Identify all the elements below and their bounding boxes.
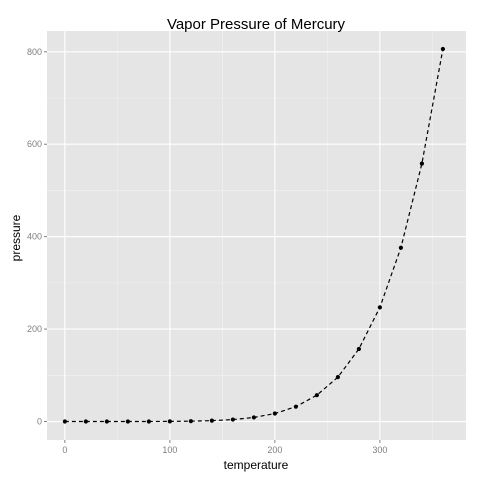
data-point	[335, 375, 340, 380]
data-point	[104, 419, 109, 424]
y-axis-title: pressure	[9, 214, 23, 261]
x-axis-title: temperature	[224, 458, 289, 472]
x-tick-label: 0	[62, 445, 67, 455]
data-point	[398, 245, 403, 250]
data-point	[146, 419, 151, 424]
data-point	[377, 305, 382, 310]
data-point	[62, 419, 67, 424]
data-point	[83, 419, 88, 424]
minor-gridlines	[47, 31, 466, 440]
data-point	[251, 415, 256, 420]
major-gridlines	[47, 31, 466, 440]
data-point	[167, 419, 172, 424]
y-tick-label: 400	[27, 232, 42, 242]
y-tick-label: 200	[27, 324, 42, 334]
data-point	[419, 161, 424, 166]
y-tick-label: 0	[37, 417, 42, 427]
y-tick-label: 600	[27, 139, 42, 149]
data-point	[356, 346, 361, 352]
series-layer	[62, 46, 445, 424]
data-point	[314, 393, 319, 398]
chart-title: Vapor Pressure of Mercury	[167, 16, 346, 33]
data-point	[209, 418, 214, 423]
data-point	[230, 417, 235, 422]
y-axis-ticks: 0 200 400 600 800	[27, 47, 47, 427]
data-point	[293, 404, 298, 409]
data-point	[188, 419, 193, 424]
x-tick-label: 100	[162, 445, 177, 455]
x-tick-label: 200	[267, 445, 282, 455]
y-tick-label: 800	[27, 47, 42, 57]
data-point	[125, 419, 130, 424]
x-tick-label: 300	[372, 445, 387, 455]
data-point	[272, 411, 277, 416]
data-point	[440, 46, 445, 52]
x-axis-ticks: 0 100 200 300	[62, 440, 387, 455]
plot-panel	[47, 31, 466, 440]
